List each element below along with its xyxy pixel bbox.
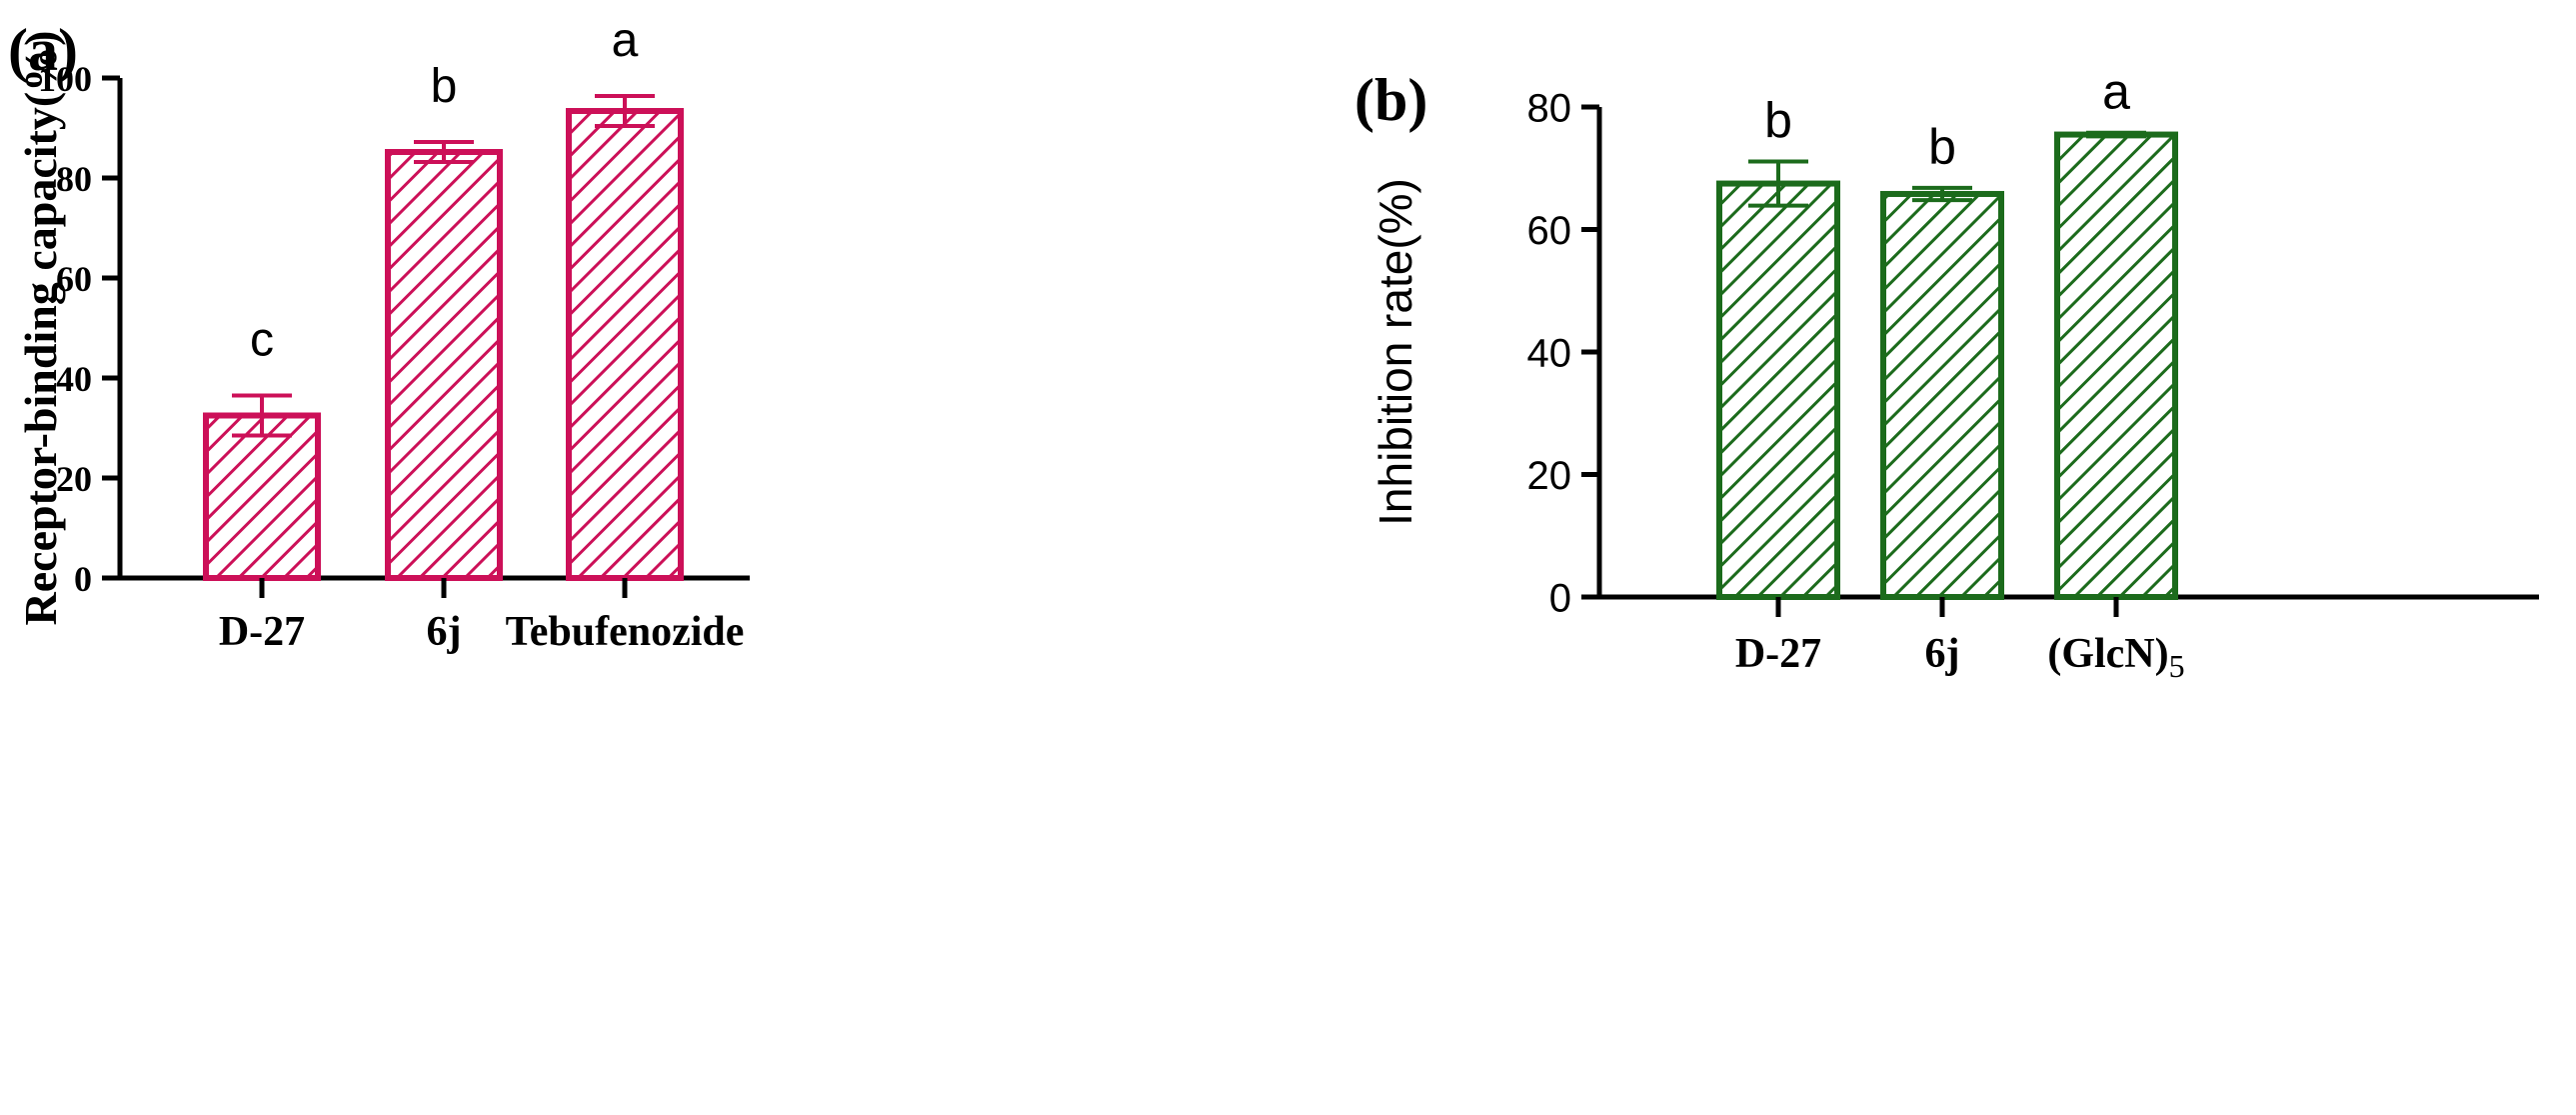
significance-label: b: [431, 60, 458, 113]
bar: [203, 412, 321, 581]
panel-label: (a): [8, 17, 78, 83]
y-tick-label: 80: [1527, 86, 1572, 130]
y-tick-label: 20: [56, 459, 92, 499]
x-tick-label: D-27: [219, 609, 305, 655]
bar: [2054, 131, 2178, 600]
x-tick-label-main: D-27: [1735, 631, 1821, 677]
x-tick-label-main: 6j: [1925, 631, 1960, 677]
y-axis-title: Inhibition rate(%): [1369, 178, 1421, 526]
significance-label: a: [2102, 64, 2130, 120]
x-tick-label: 6j: [427, 609, 462, 655]
significance-label: b: [1928, 119, 1956, 175]
bar: [1716, 180, 1840, 600]
y-axis-title: Receptor-binding capacity(%): [15, 31, 66, 626]
y-tick-label: 0: [74, 559, 92, 599]
x-tick-label-subscript: 5: [2169, 648, 2185, 684]
bar: [385, 149, 503, 581]
y-tick-label: 60: [56, 259, 92, 299]
y-tick-label: 20: [1527, 454, 1572, 498]
x-tick-label: 6j: [1925, 631, 1960, 677]
y-tick-label: 100: [38, 59, 92, 99]
x-tick-label: Tebufenozide: [506, 609, 745, 655]
panel-label: (b): [1354, 67, 1427, 133]
significance-label: c: [250, 314, 274, 367]
panel-b: (b) Inhibition rate(%) 0 20 40 60 80 b D-27 b 6j…: [1354, 64, 2539, 684]
x-tick-label: D-27: [1735, 631, 1821, 677]
y-tick-label: 0: [1549, 576, 1571, 620]
y-tick-label: 40: [56, 359, 92, 399]
y-tick-label: 80: [56, 159, 92, 199]
y-tick-label: 40: [1527, 331, 1572, 375]
significance-label: b: [1764, 93, 1792, 149]
x-tick-label-main: (GlcN): [2047, 631, 2168, 677]
bar: [566, 108, 684, 581]
panel-a: (a) Receptor-binding capacity(%) 0 20 40 60…: [8, 14, 750, 655]
chart-marks: 0 20 40 60 80 b D-27 b 6j a (GlcN)5: [1527, 64, 2539, 684]
significance-label: a: [612, 14, 639, 67]
y-tick-label: 60: [1527, 209, 1572, 253]
chart-marks: 0 20 40 60 80 100 c D-27 b 6j a Tebufenozide: [38, 14, 750, 655]
bar: [1880, 190, 2004, 600]
x-tick-label: (GlcN)5: [2047, 631, 2184, 684]
